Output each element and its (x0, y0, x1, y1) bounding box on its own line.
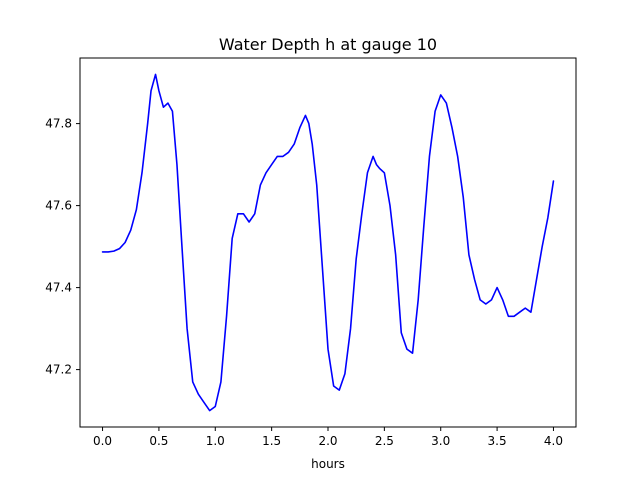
y-tick-label: 47.6 (45, 199, 72, 213)
x-axis-ticks: 0.0 0.5 1.0 1.5 2.0 2.5 3.0 3.5 4.0 (93, 427, 563, 448)
x-tick-label: 2.5 (375, 434, 394, 448)
x-tick-label: 0.5 (149, 434, 168, 448)
y-tick-label: 47.8 (45, 117, 72, 131)
series-layer (101, 73, 555, 412)
y-tick-label: 47.4 (45, 281, 72, 295)
x-tick-label: 2.0 (318, 434, 337, 448)
series-line-0 (101, 73, 555, 412)
x-tick-label: 1.5 (262, 434, 281, 448)
x-tick-label: 0.0 (93, 434, 112, 448)
x-tick-label: 1.0 (206, 434, 225, 448)
x-axis-label: hours (311, 457, 345, 471)
y-tick-label: 47.2 (45, 363, 72, 377)
chart-title: Water Depth h at gauge 10 (219, 35, 437, 54)
x-tick-label: 3.5 (488, 434, 507, 448)
y-axis-ticks: 47.2 47.4 47.6 47.8 (45, 117, 80, 377)
x-tick-label: 3.0 (431, 434, 450, 448)
plot-area (80, 58, 576, 427)
x-tick-label: 4.0 (544, 434, 563, 448)
